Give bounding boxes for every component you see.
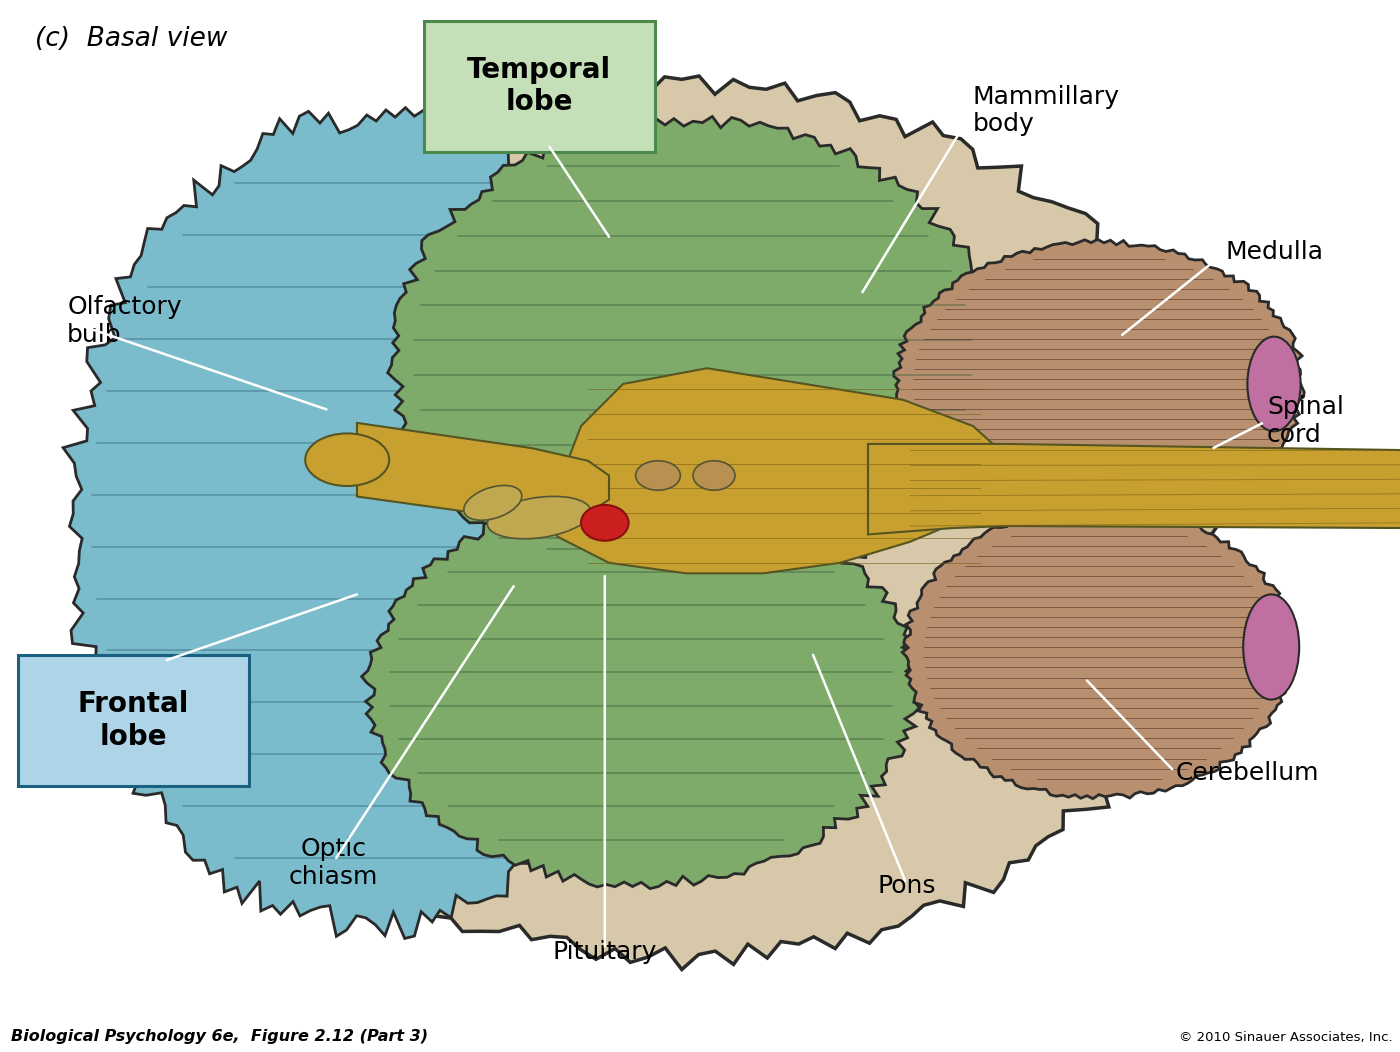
Polygon shape [132, 76, 1235, 970]
Text: Olfactory
bulb: Olfactory bulb [67, 295, 182, 347]
Text: Optic
chiasm: Optic chiasm [288, 836, 378, 889]
Ellipse shape [1247, 337, 1301, 431]
Ellipse shape [487, 497, 591, 539]
Text: © 2010 Sinauer Associates, Inc.: © 2010 Sinauer Associates, Inc. [1179, 1031, 1393, 1044]
Text: Biological Psychology 6e,  Figure 2.12 (Part 3): Biological Psychology 6e, Figure 2.12 (P… [11, 1029, 428, 1044]
Text: Pons: Pons [878, 874, 937, 897]
Text: Pituitary: Pituitary [553, 940, 657, 964]
Text: Medulla: Medulla [1225, 241, 1323, 264]
Ellipse shape [305, 433, 389, 486]
FancyBboxPatch shape [423, 20, 655, 151]
Text: Spinal
cord: Spinal cord [1267, 394, 1344, 447]
Ellipse shape [636, 461, 680, 490]
Polygon shape [868, 444, 1400, 534]
Ellipse shape [693, 461, 735, 490]
Ellipse shape [1243, 594, 1299, 700]
Polygon shape [902, 505, 1295, 798]
Polygon shape [361, 490, 921, 889]
Text: Temporal
lobe: Temporal lobe [468, 56, 610, 117]
Polygon shape [63, 107, 678, 938]
Text: Frontal
lobe: Frontal lobe [77, 690, 189, 751]
FancyBboxPatch shape [17, 654, 249, 787]
Polygon shape [357, 423, 609, 521]
Text: (c)  Basal view: (c) Basal view [35, 26, 227, 53]
Polygon shape [553, 368, 1008, 573]
Ellipse shape [463, 485, 522, 521]
Polygon shape [893, 240, 1305, 527]
Circle shape [581, 505, 629, 541]
Text: Mammillary
body: Mammillary body [973, 84, 1120, 137]
Text: Cerebellum: Cerebellum [1176, 762, 1319, 785]
Polygon shape [388, 117, 998, 601]
